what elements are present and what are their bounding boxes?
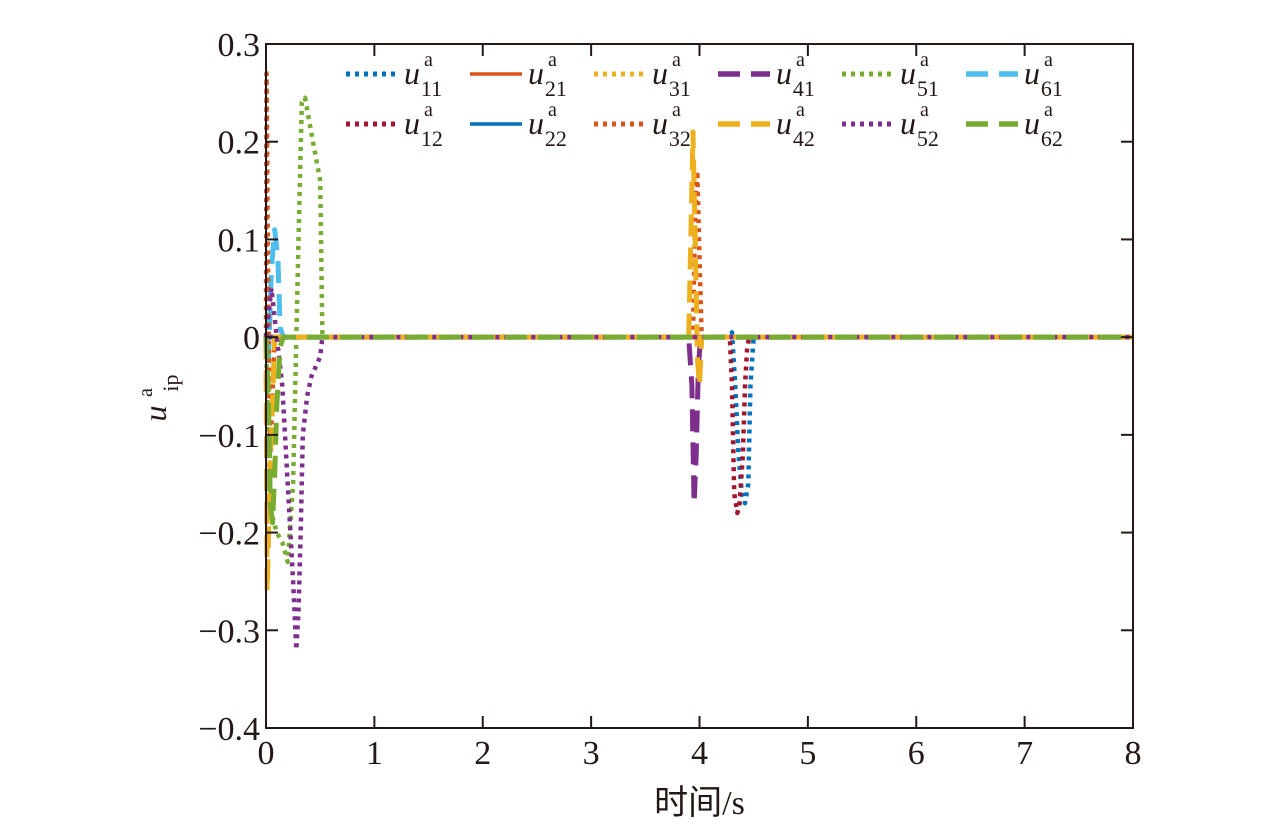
y-axis-title-sub: ip: [158, 374, 183, 391]
legend-label: u a 61: [1024, 49, 1063, 101]
legend-label: u a 32: [652, 99, 691, 151]
legend-item-42: u a 42: [718, 99, 815, 151]
legend-item-22: u a 22: [470, 99, 567, 151]
x-tick-label: 8: [1125, 735, 1142, 772]
axes-layer: 0 1 2 3 4 5 6 7 8 0.3 0.2 0.1 0 −0.1 −0.2 −0.3 −0.4: [198, 27, 1141, 772]
legend-label: u a 11: [404, 49, 442, 101]
legend-label: u a 31: [652, 49, 691, 101]
legend: u a 11 u a 21 u a 31 u a 41 u a 51 u a 61 u a 12 u a 22 u a 32 u a 42…: [346, 49, 1063, 151]
legend-item-12: u a 12: [346, 99, 443, 151]
legend-item-52: u a 52: [842, 99, 939, 151]
series-line-41: [266, 334, 1133, 506]
legend-item-31: u a 31: [594, 49, 691, 101]
x-tick-label: 2: [474, 735, 491, 772]
x-tick-label: 7: [1016, 735, 1033, 772]
y-tick-label: 0.2: [218, 125, 261, 162]
x-axis-title: 时间/s: [654, 785, 745, 822]
y-axis-title-main: u: [137, 406, 173, 422]
legend-label: u a 42: [776, 99, 815, 151]
y-axis-title-sup: a: [135, 388, 157, 397]
y-tick-label: 0.3: [218, 27, 261, 64]
series-line-52: [263, 286, 1133, 653]
legend-item-32: u a 32: [594, 99, 691, 151]
legend-label: u a 22: [528, 99, 567, 151]
legend-label: u a 12: [404, 99, 443, 151]
legend-item-41: u a 41: [718, 49, 815, 101]
series-line-62: [263, 334, 1133, 526]
x-tick-label: 4: [691, 735, 708, 772]
legend-item-61: u a 61: [966, 49, 1063, 101]
series-line-32: [263, 71, 1133, 457]
y-tick-label: −0.2: [198, 516, 260, 553]
y-tick-label: −0.1: [198, 418, 260, 455]
series-line-51: [263, 95, 1133, 565]
y-tick-label: 0: [243, 320, 260, 357]
legend-item-11: u a 11: [346, 49, 442, 101]
x-tick-label: 6: [908, 735, 925, 772]
y-tick-label: 0.1: [218, 222, 261, 259]
y-tick-label: −0.3: [198, 613, 260, 650]
legend-item-62: u a 62: [966, 99, 1063, 151]
x-tick-label: 3: [583, 735, 600, 772]
series-line-42: [263, 129, 1133, 594]
legend-label: u a 41: [776, 49, 815, 101]
legend-item-51: u a 51: [842, 49, 939, 101]
legend-item-21: u a 21: [470, 49, 567, 101]
x-tick-label: 1: [366, 735, 383, 772]
axis-labels: 时间/s u a ip: [123, 374, 745, 822]
y-axis-title: u a ip: [123, 374, 183, 421]
legend-label: u a 62: [1024, 99, 1063, 151]
series-layer: [263, 71, 1133, 653]
legend-label: u a 52: [900, 99, 939, 151]
x-tick-label: 5: [799, 735, 816, 772]
series-line-12: [266, 334, 1133, 516]
legend-label: u a 21: [528, 49, 567, 101]
y-tick-label: −0.4: [198, 711, 260, 748]
legend-label: u a 51: [900, 49, 939, 101]
x-tick-label: 0: [258, 735, 275, 772]
